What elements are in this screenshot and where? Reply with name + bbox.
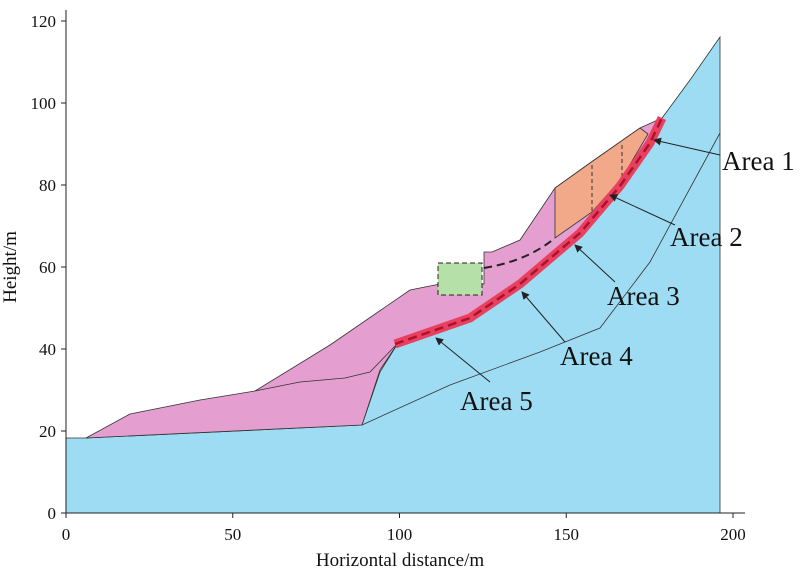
x-tick-label: 50	[224, 525, 241, 544]
slip-surface	[394, 117, 664, 346]
x-tick-label: 100	[387, 525, 413, 544]
bedrock	[65, 35, 721, 514]
y-tick-label: 0	[48, 504, 57, 523]
y-tick-label: 40	[39, 340, 56, 359]
arrow	[609, 194, 676, 226]
arrow	[521, 291, 566, 343]
y-tick-label: 120	[31, 12, 57, 31]
area-label: Area 4	[560, 341, 633, 371]
area-label: Area 2	[670, 222, 743, 252]
y-tick-label: 80	[39, 176, 56, 195]
x-tick-label: 150	[554, 525, 580, 544]
layer-line	[254, 342, 399, 392]
area-label: Area 5	[460, 386, 533, 416]
arrow	[653, 137, 721, 156]
slope-drawing	[65, 35, 721, 514]
arrow	[574, 244, 616, 283]
x-tick-label: 0	[62, 525, 71, 544]
y-tick-label: 20	[39, 422, 56, 441]
area-label: Area 3	[607, 281, 680, 311]
x-axis-title: Horizontal distance/m	[316, 550, 485, 571]
y-axis-title: Height/m	[0, 231, 21, 303]
zone-green	[437, 262, 483, 296]
arrow	[435, 337, 491, 383]
x-tick-label: 200	[720, 525, 746, 544]
slip-line	[483, 237, 556, 269]
layer-line	[361, 132, 721, 426]
y-tick-label: 60	[39, 258, 56, 277]
zone-orange	[554, 127, 649, 239]
y-tick-label: 100	[31, 94, 57, 113]
area-label: Area 1	[722, 146, 795, 176]
